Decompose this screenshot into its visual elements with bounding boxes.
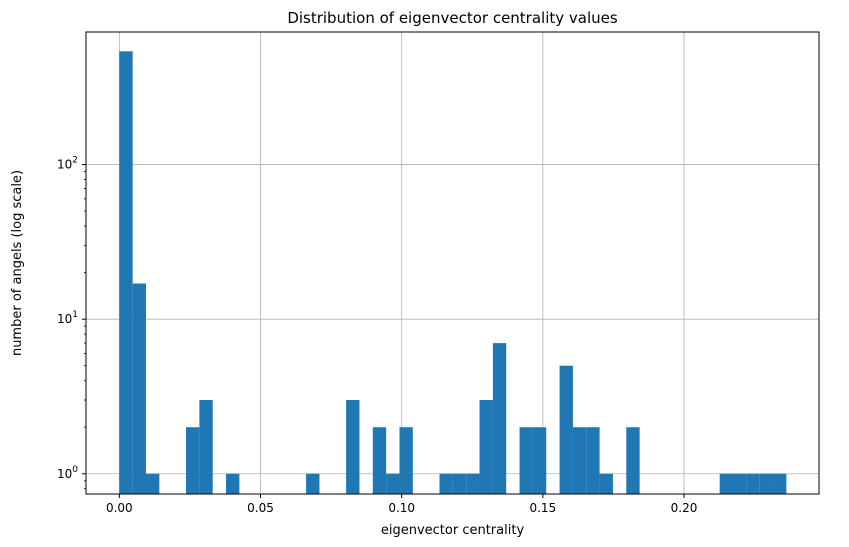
histogram-bar [146,473,160,494]
x-tick-label: 0.20 [671,501,698,515]
histogram-bar [199,400,213,494]
x-tick-label: 0.10 [388,501,415,515]
y-axis-label: number of angels (log scale) [10,170,25,356]
histogram-bar [746,473,760,494]
histogram-bar [306,473,320,494]
x-tick-label: 0.05 [247,501,274,515]
histogram-bar [372,427,387,494]
histogram-bar [532,427,547,494]
histogram-bar [119,51,133,494]
axis-ticks: 0.00 0.05 0.10 0.15 0.20 100 101 102 [57,156,697,515]
histogram-bar [492,343,507,494]
histogram-bar [559,365,573,494]
histogram-bars [119,51,787,494]
y-tick-label: 102 [57,156,78,172]
histogram-bar [773,473,787,494]
histogram-bar [226,473,240,494]
grid-lines [86,32,819,494]
histogram-bar [439,473,453,494]
chart-title: Distribution of eigenvector centrality v… [287,9,618,27]
histogram-bar [399,427,413,494]
histogram-bar [586,427,600,494]
histogram-bar [719,473,734,494]
x-tick-label: 0.15 [529,501,556,515]
histogram-bar [759,473,774,494]
histogram-bar [572,427,587,494]
histogram-bar [346,400,360,494]
histogram-bar [132,283,147,494]
histogram-bar [626,427,640,494]
histogram-bar [452,473,467,494]
histogram-bar [733,473,747,494]
histogram-bar [466,473,480,494]
histogram-bar [519,427,533,494]
histogram-bar [599,473,613,494]
x-axis-label: eigenvector centrality [381,523,525,538]
x-tick-label: 0.00 [106,501,133,515]
y-tick-label: 101 [57,310,78,326]
plot-frame [85,31,820,495]
y-tick-label: 100 [57,465,78,481]
histogram-bar [479,400,493,494]
histogram-bar [386,473,400,494]
histogram-bar [186,427,200,494]
